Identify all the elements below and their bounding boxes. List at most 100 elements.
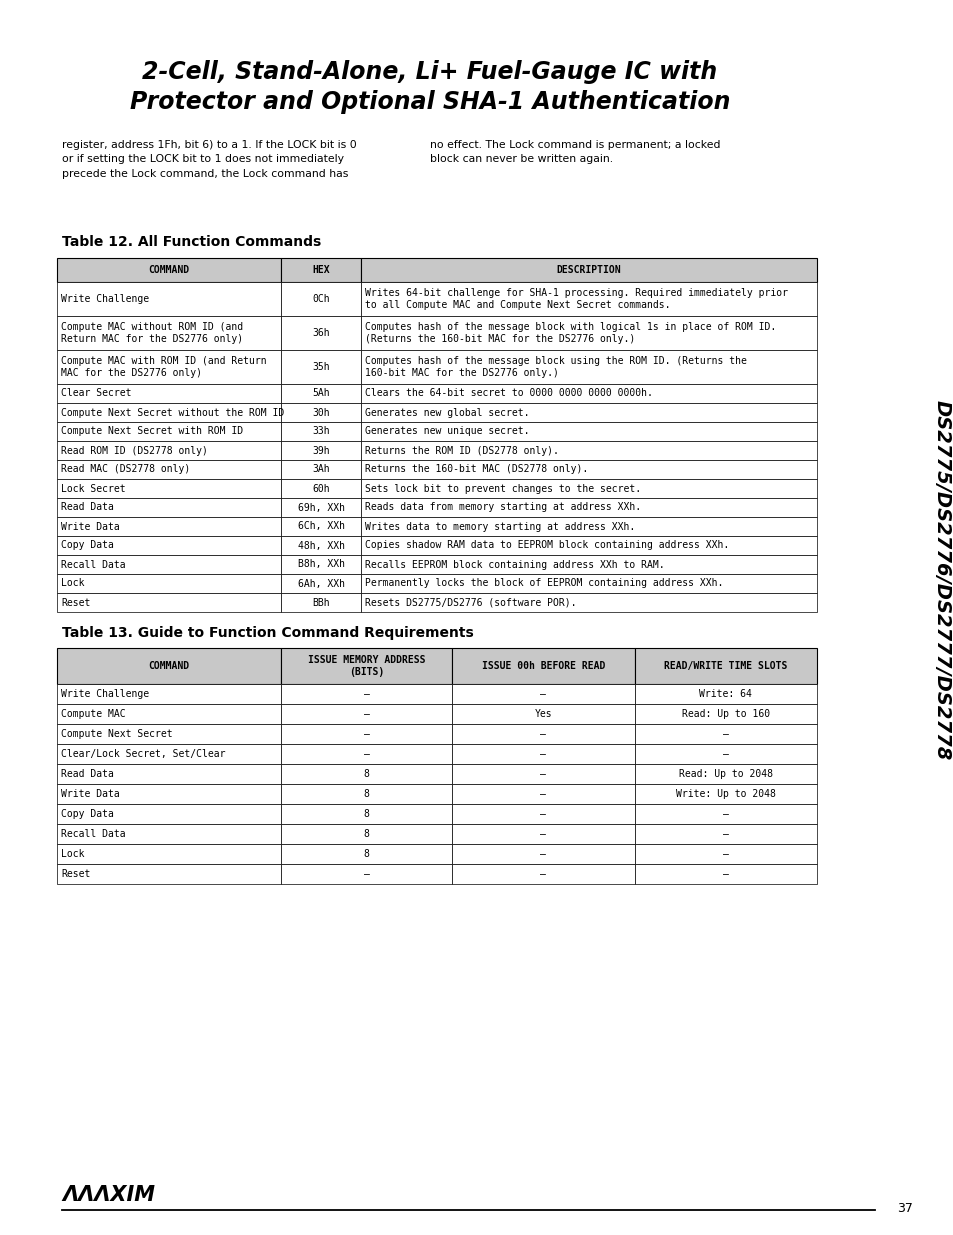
Bar — [452, 704, 634, 724]
Bar — [360, 459, 816, 479]
Bar — [57, 441, 281, 459]
Text: 2-Cell, Stand-Alone, Li+ Fuel-Gauge IC with: 2-Cell, Stand-Alone, Li+ Fuel-Gauge IC w… — [142, 61, 717, 84]
Text: Recall Data: Recall Data — [61, 829, 126, 839]
Text: —: — — [540, 869, 546, 879]
Bar — [281, 384, 360, 403]
Bar — [452, 864, 634, 884]
Text: register, address 1Fh, bit 6) to a 1. If the LOCK bit is 0
or if setting the LOC: register, address 1Fh, bit 6) to a 1. If… — [62, 140, 356, 179]
Text: —: — — [363, 869, 369, 879]
Text: Sets lock bit to prevent changes to the secret.: Sets lock bit to prevent changes to the … — [365, 483, 640, 494]
Bar — [281, 743, 452, 764]
Text: Compute Next Secret without the ROM ID: Compute Next Secret without the ROM ID — [61, 408, 284, 417]
Text: DESCRIPTION: DESCRIPTION — [557, 266, 620, 275]
Text: Protector and Optional SHA-1 Authentication: Protector and Optional SHA-1 Authenticat… — [130, 90, 729, 114]
Text: —: — — [540, 789, 546, 799]
Bar — [360, 517, 816, 536]
Text: 37: 37 — [896, 1202, 912, 1214]
Text: —: — — [540, 748, 546, 760]
Text: Writes data to memory starting at address XXh.: Writes data to memory starting at addres… — [365, 521, 635, 531]
Text: ΛΛΛXIM: ΛΛΛXIM — [62, 1186, 154, 1205]
Bar — [281, 498, 360, 517]
Bar — [281, 574, 360, 593]
Bar — [281, 441, 360, 459]
Text: HEX: HEX — [312, 266, 330, 275]
Text: 60h: 60h — [312, 483, 330, 494]
Text: Lock: Lock — [61, 578, 85, 589]
Text: 8: 8 — [363, 809, 369, 819]
Text: Generates new global secret.: Generates new global secret. — [365, 408, 529, 417]
Bar — [452, 804, 634, 824]
Text: Clear/Lock Secret, Set/Clear: Clear/Lock Secret, Set/Clear — [61, 748, 225, 760]
Text: 5Ah: 5Ah — [312, 389, 330, 399]
Bar — [281, 258, 360, 282]
Bar — [452, 724, 634, 743]
Text: Lock: Lock — [61, 848, 85, 860]
Bar — [57, 479, 281, 498]
Text: Writes 64-bit challenge for SHA-1 processing. Required immediately prior
to all : Writes 64-bit challenge for SHA-1 proces… — [365, 288, 787, 310]
Bar — [281, 804, 452, 824]
Text: —: — — [722, 848, 728, 860]
Text: —: — — [540, 729, 546, 739]
Text: 39h: 39h — [312, 446, 330, 456]
Bar — [452, 648, 634, 684]
Bar — [634, 684, 816, 704]
Text: Copy Data: Copy Data — [61, 809, 113, 819]
Text: Clear Secret: Clear Secret — [61, 389, 132, 399]
Text: Permanently locks the block of EEPROM containing address XXh.: Permanently locks the block of EEPROM co… — [365, 578, 722, 589]
Text: 0Ch: 0Ch — [312, 294, 330, 304]
Text: 8: 8 — [363, 789, 369, 799]
Text: B8h, XXh: B8h, XXh — [297, 559, 344, 569]
Text: 30h: 30h — [312, 408, 330, 417]
Bar — [634, 764, 816, 784]
Bar — [634, 824, 816, 844]
Text: 36h: 36h — [312, 329, 330, 338]
Bar — [57, 384, 281, 403]
Bar — [452, 844, 634, 864]
Text: —: — — [363, 729, 369, 739]
Bar — [281, 784, 452, 804]
Text: COMMAND: COMMAND — [149, 661, 190, 671]
Text: Reset: Reset — [61, 869, 91, 879]
Text: Compute Next Secret: Compute Next Secret — [61, 729, 172, 739]
Bar — [57, 422, 281, 441]
Text: Table 13. Guide to Function Command Requirements: Table 13. Guide to Function Command Requ… — [62, 626, 474, 640]
Bar — [634, 648, 816, 684]
Text: Compute MAC without ROM ID (and
Return MAC for the DS2776 only): Compute MAC without ROM ID (and Return M… — [61, 321, 243, 345]
Bar — [634, 804, 816, 824]
Bar — [281, 517, 360, 536]
Bar — [281, 459, 360, 479]
Bar — [281, 844, 452, 864]
Text: Compute MAC with ROM ID (and Return
MAC for the DS2776 only): Compute MAC with ROM ID (and Return MAC … — [61, 356, 266, 378]
Bar — [57, 574, 281, 593]
Bar — [634, 864, 816, 884]
Text: Computes hash of the message block with logical 1s in place of ROM ID.
(Returns : Computes hash of the message block with … — [365, 321, 776, 345]
Bar — [57, 316, 281, 350]
Bar — [57, 536, 281, 555]
Text: Clears the 64-bit secret to 0000 0000 0000 0000h.: Clears the 64-bit secret to 0000 0000 00… — [365, 389, 652, 399]
Bar — [360, 422, 816, 441]
Bar — [57, 459, 281, 479]
Text: —: — — [540, 848, 546, 860]
Bar — [281, 864, 452, 884]
Bar — [634, 724, 816, 743]
Bar — [57, 804, 281, 824]
Bar — [57, 784, 281, 804]
Text: DS2775/DS2776/DS2777/DS2778: DS2775/DS2776/DS2777/DS2778 — [931, 400, 950, 761]
Bar — [452, 784, 634, 804]
Text: Read Data: Read Data — [61, 503, 113, 513]
Bar — [57, 403, 281, 422]
Text: —: — — [363, 748, 369, 760]
Bar — [281, 593, 360, 613]
Text: —: — — [540, 689, 546, 699]
Bar — [281, 555, 360, 574]
Text: 6Ah, XXh: 6Ah, XXh — [297, 578, 344, 589]
Bar — [360, 282, 816, 316]
Text: Read: Up to 160: Read: Up to 160 — [681, 709, 769, 719]
Bar — [57, 498, 281, 517]
Bar — [57, 864, 281, 884]
Bar — [360, 441, 816, 459]
Text: Write Challenge: Write Challenge — [61, 294, 149, 304]
Bar — [57, 593, 281, 613]
Text: Returns the ROM ID (DS2778 only).: Returns the ROM ID (DS2778 only). — [365, 446, 558, 456]
Text: 69h, XXh: 69h, XXh — [297, 503, 344, 513]
